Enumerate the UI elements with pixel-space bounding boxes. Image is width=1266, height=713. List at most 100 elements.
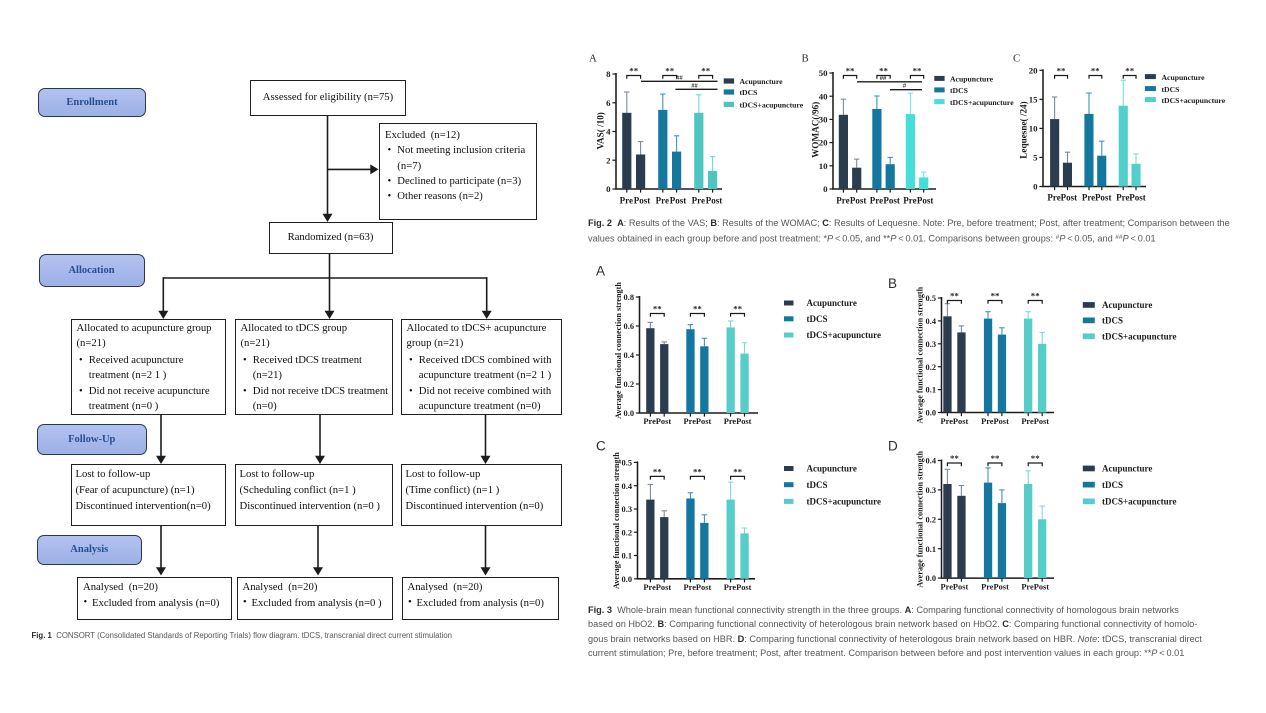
svg-text:Acupuncture: Acupuncture bbox=[950, 75, 994, 84]
svg-text:Pre: Pre bbox=[870, 196, 883, 206]
svg-text:PrePost: PrePost bbox=[981, 583, 1009, 592]
svg-text:Post: Post bbox=[917, 196, 934, 206]
svg-text:VAS( /10): VAS( /10) bbox=[596, 112, 606, 149]
svg-text:5: 5 bbox=[1033, 153, 1038, 163]
svg-text:Average functional connection: Average functional connection strength bbox=[612, 452, 621, 589]
svg-text:**: ** bbox=[629, 66, 638, 76]
svg-text:30: 30 bbox=[819, 115, 828, 125]
svg-text:**: ** bbox=[1031, 291, 1040, 301]
svg-text:0.1: 0.1 bbox=[622, 552, 632, 561]
svg-text:**: ** bbox=[1091, 66, 1100, 76]
svg-text:tDCS: tDCS bbox=[950, 86, 968, 95]
svg-text:4: 4 bbox=[606, 127, 611, 137]
svg-text:Pre: Pre bbox=[1116, 193, 1129, 203]
svg-text:**: ** bbox=[1125, 66, 1134, 76]
svg-text:**: ** bbox=[665, 66, 674, 76]
svg-text:Acupuncture: Acupuncture bbox=[807, 298, 857, 308]
svg-text:Lequesne( /24): Lequesne( /24) bbox=[1019, 101, 1029, 158]
svg-text:Post: Post bbox=[1129, 193, 1146, 203]
svg-text:Pre: Pre bbox=[1047, 193, 1060, 203]
svg-text:**: ** bbox=[950, 291, 959, 301]
svg-text:**: ** bbox=[733, 304, 742, 314]
svg-text:0.2: 0.2 bbox=[622, 528, 632, 537]
svg-text:PrePost: PrePost bbox=[1021, 417, 1049, 426]
svg-text:**: ** bbox=[1031, 453, 1040, 463]
svg-text:D: D bbox=[888, 439, 898, 454]
svg-text:##: ## bbox=[676, 74, 683, 81]
svg-text:0.6: 0.6 bbox=[624, 322, 634, 331]
svg-text:0.4: 0.4 bbox=[624, 351, 635, 360]
svg-text:0.0: 0.0 bbox=[622, 575, 632, 584]
svg-text:10: 10 bbox=[1029, 124, 1038, 134]
svg-text:##: ## bbox=[880, 75, 887, 82]
svg-text:**: ** bbox=[913, 66, 922, 76]
svg-text:PrePost: PrePost bbox=[941, 583, 969, 592]
svg-text:0.4: 0.4 bbox=[926, 457, 937, 466]
svg-text:Acupuncture: Acupuncture bbox=[1162, 73, 1206, 82]
svg-text:0.2: 0.2 bbox=[624, 380, 634, 389]
svg-text:**: ** bbox=[733, 466, 742, 476]
svg-text:tDCS+acupuncture: tDCS+acupuncture bbox=[740, 101, 804, 110]
svg-text:Acupuncture: Acupuncture bbox=[807, 464, 857, 474]
svg-text:6: 6 bbox=[606, 98, 611, 108]
svg-text:10: 10 bbox=[819, 161, 828, 171]
svg-text:Post: Post bbox=[706, 196, 723, 206]
svg-text:0.2: 0.2 bbox=[926, 363, 936, 372]
svg-text:**: ** bbox=[879, 66, 888, 76]
svg-text:0.4: 0.4 bbox=[622, 482, 633, 491]
svg-text:0.3: 0.3 bbox=[926, 340, 936, 349]
svg-text:tDCS+acupuncture: tDCS+acupuncture bbox=[1162, 96, 1226, 105]
svg-text:PrePost: PrePost bbox=[1021, 583, 1049, 592]
svg-text:tDCS+acupuncture: tDCS+acupuncture bbox=[1102, 497, 1176, 507]
svg-text:Post: Post bbox=[634, 196, 651, 206]
svg-text:B: B bbox=[888, 276, 897, 291]
svg-text:WOMAC(/96): WOMAC(/96) bbox=[811, 102, 821, 158]
svg-text:0.0: 0.0 bbox=[926, 409, 936, 418]
svg-text:0.0: 0.0 bbox=[926, 574, 936, 583]
svg-text:0.1: 0.1 bbox=[926, 386, 936, 395]
svg-text:**: ** bbox=[653, 466, 662, 476]
svg-text:2: 2 bbox=[606, 155, 611, 165]
svg-text:20: 20 bbox=[1029, 65, 1038, 75]
svg-text:Pre: Pre bbox=[620, 196, 633, 206]
svg-text:0.8: 0.8 bbox=[624, 293, 634, 302]
svg-text:Acupuncture: Acupuncture bbox=[740, 77, 784, 86]
svg-text:20: 20 bbox=[819, 138, 828, 148]
svg-text:A: A bbox=[589, 53, 597, 65]
svg-text:PrePost: PrePost bbox=[941, 417, 969, 426]
svg-text:B: B bbox=[802, 53, 809, 65]
svg-text:**: ** bbox=[693, 304, 702, 314]
svg-text:0: 0 bbox=[1033, 182, 1038, 192]
svg-text:**: ** bbox=[701, 66, 710, 76]
svg-text:tDCS: tDCS bbox=[1162, 85, 1180, 94]
svg-text:0.2: 0.2 bbox=[926, 515, 936, 524]
svg-text:Pre: Pre bbox=[836, 196, 849, 206]
svg-text:0.3: 0.3 bbox=[622, 505, 632, 514]
svg-text:0.4: 0.4 bbox=[926, 317, 937, 326]
svg-text:PrePost: PrePost bbox=[684, 583, 712, 592]
svg-text:0.5: 0.5 bbox=[622, 459, 632, 468]
svg-text:Post: Post bbox=[1061, 193, 1078, 203]
svg-text:0.0: 0.0 bbox=[624, 409, 634, 418]
svg-text:0: 0 bbox=[606, 184, 611, 194]
svg-text:PrePost: PrePost bbox=[643, 417, 671, 426]
svg-text:0.3: 0.3 bbox=[926, 486, 936, 495]
svg-text:PrePost: PrePost bbox=[724, 417, 752, 426]
svg-text:8: 8 bbox=[606, 69, 611, 79]
svg-text:50: 50 bbox=[819, 68, 828, 78]
svg-text:tDCS+acupuncture: tDCS+acupuncture bbox=[1102, 332, 1176, 342]
svg-text:Acupuncture: Acupuncture bbox=[1102, 300, 1152, 310]
svg-text:##: ## bbox=[691, 82, 698, 89]
svg-text:Acupuncture: Acupuncture bbox=[1102, 464, 1152, 474]
svg-text:tDCS: tDCS bbox=[1102, 316, 1123, 326]
svg-text:PrePost: PrePost bbox=[684, 417, 712, 426]
svg-text:Post: Post bbox=[670, 196, 687, 206]
svg-text:tDCS+acupuncture: tDCS+acupuncture bbox=[807, 497, 881, 507]
svg-text:Post: Post bbox=[1095, 193, 1112, 203]
svg-text:tDCS: tDCS bbox=[807, 480, 828, 490]
svg-text:**: ** bbox=[846, 66, 855, 76]
svg-text:PrePost: PrePost bbox=[643, 583, 671, 592]
svg-text:Average functional connection: Average functional connection strength bbox=[916, 286, 925, 423]
svg-text:0: 0 bbox=[823, 184, 828, 194]
svg-text:#: # bbox=[903, 83, 907, 90]
